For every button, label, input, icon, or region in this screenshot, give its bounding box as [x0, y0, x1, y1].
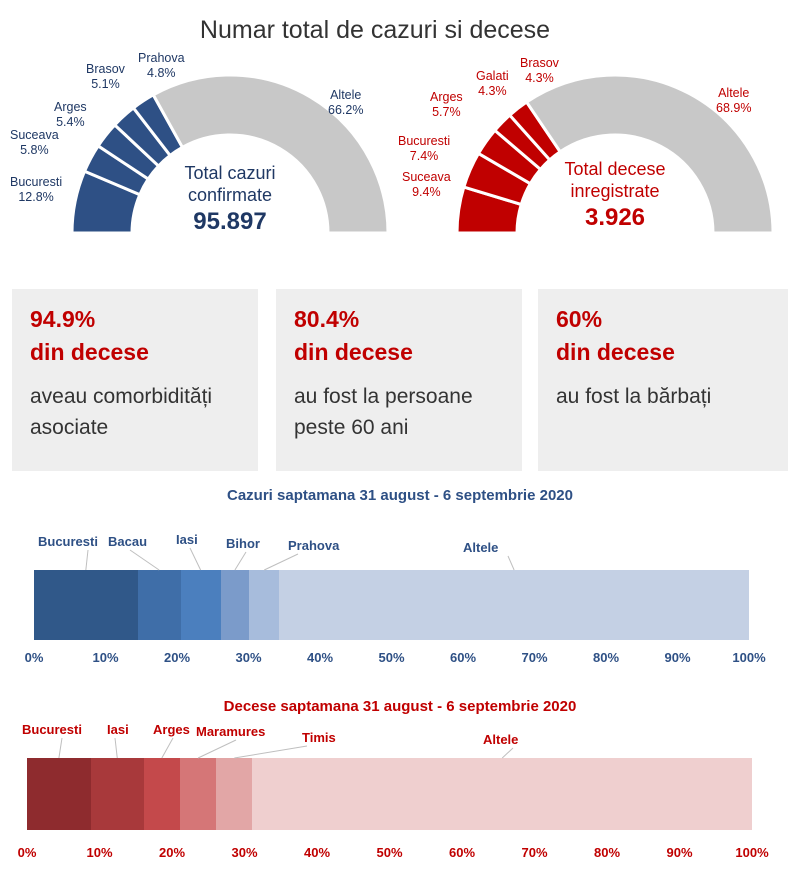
deaths-center: Total decese inregistrate 3.926	[515, 158, 715, 232]
deaths-week-title: Decese saptamana 31 august - 6 septembri…	[223, 698, 577, 715]
deaths-week-bar	[27, 758, 752, 830]
cases-week-tick-label: 0%	[24, 650, 44, 665]
deaths-slice-label-bucuresti: Bucuresti 7.4%	[398, 134, 451, 163]
cases-donut-svg	[70, 73, 390, 235]
deaths-week-label-maramures: Maramures	[196, 724, 266, 739]
cases-center: Total cazuri confirmate 95.897	[130, 162, 330, 236]
deaths-center-label-2: inregistrate	[570, 181, 660, 201]
deaths-slice-label-altele: Altele 68.9%	[716, 86, 752, 115]
deaths-total-value: 3.926	[584, 204, 646, 231]
deaths-center-label-1: Total decese	[564, 159, 666, 179]
cases-slice-label-brasov: Brasov 5.1%	[86, 62, 125, 91]
deaths-slice-label-arges: Arges 5.7%	[430, 90, 463, 119]
cases-slice-altele	[151, 73, 390, 235]
deaths-donut-chart: Total decese inregistrate 3.926	[455, 70, 775, 235]
cases-week-segment-bucuresti	[34, 570, 138, 640]
cases-week-segment-prahova	[249, 570, 280, 640]
deaths-week-tick-label: 90%	[666, 845, 693, 860]
deaths-week-tick-label: 100%	[735, 845, 769, 860]
deaths-slice-label-suceava: Suceava 9.4%	[402, 170, 451, 199]
cases-week-title: Cazuri saptamana 31 august - 6 septembri…	[227, 487, 573, 504]
deaths-week-segment-arges	[143, 758, 180, 830]
stat-card-pct: 60% din decese	[556, 306, 675, 365]
deaths-week-label-timis: Timis	[302, 730, 336, 745]
cases-week-label-bucuresti: Bucuresti	[38, 534, 98, 549]
cases-week-bar	[34, 570, 749, 640]
cases-week-tick-label: 10%	[92, 650, 119, 665]
deaths-slice-label-galati: Galati 4.3%	[476, 69, 509, 98]
deaths-week-tick-label: 50%	[376, 845, 403, 860]
deaths-slice-label-brasov: Brasov 4.3%	[520, 56, 559, 85]
deaths-week-tick-label: 60%	[448, 845, 476, 860]
cases-week-tick-label: 50%	[378, 650, 405, 665]
page-title: Numar total de cazuri si decese	[199, 16, 551, 44]
cases-center-label-1: Total cazuri	[184, 163, 276, 183]
deaths-week-segment-iasi	[90, 758, 144, 830]
cases-slice-label-altele: Altele 66.2%	[328, 88, 364, 117]
cases-week-label-prahova: Prahova	[288, 538, 340, 553]
cases-total-value: 95.897	[193, 208, 267, 235]
cases-week-tick-label: 60%	[449, 650, 477, 665]
cases-week-label-bacau: Bacau	[108, 534, 148, 549]
cases-week-label-bihor: Bihor	[226, 536, 260, 551]
deaths-week-tick-label: 10%	[86, 845, 113, 860]
cases-week-tick-label: 100%	[732, 650, 766, 665]
cases-center-label-2: confirmate	[187, 185, 273, 205]
cases-slice-label-suceava: Suceava 5.8%	[10, 128, 59, 157]
cases-week-tick-label: 40%	[306, 650, 334, 665]
deaths-week-segment-altele	[252, 758, 752, 830]
cases-slice-label-prahova: Prahova 4.8%	[138, 51, 185, 80]
deaths-week-tick-label: 30%	[231, 845, 258, 860]
stat-card-desc: au fost la persoane peste 60 ani	[294, 385, 473, 439]
stat-card-desc: aveau comorbidități asociate	[30, 385, 213, 439]
deaths-donut-svg	[455, 73, 775, 235]
cases-donut-chart: Total cazuri confirmate 95.897	[70, 70, 390, 235]
stat-card-pct: 80.4% din decese	[294, 306, 413, 365]
cases-week-tick-label: 70%	[521, 650, 548, 665]
deaths-week-segment-maramures	[179, 758, 217, 830]
stat-card-comorbidities: 94.9% din decese aveau comorbidități asoci…	[12, 289, 258, 471]
cases-week-segment-iasi	[180, 570, 221, 640]
deaths-week-label-altele: Altele	[483, 732, 519, 747]
deaths-week-segment-bucuresti	[27, 758, 91, 830]
stat-card-over-60: 80.4% din decese au fost la persoane peste…	[276, 289, 522, 471]
cases-week-label-altele: Altele	[463, 540, 499, 555]
stat-card-pct: 94.9% din decese	[30, 306, 149, 365]
cases-week-segment-bihor	[220, 570, 250, 640]
cases-week-tick-label: 90%	[664, 650, 691, 665]
deaths-week-tick-label: 70%	[521, 845, 548, 860]
stat-card-desc: au fost la bărbați	[556, 385, 712, 408]
deaths-week-label-bucuresti: Bucuresti	[22, 722, 82, 737]
cases-week-tick-label: 80%	[592, 650, 620, 665]
deaths-week-label-arges: Arges	[153, 722, 190, 737]
cases-week-segment-altele	[279, 570, 749, 640]
deaths-week-tick-label: 40%	[303, 845, 331, 860]
cases-slice-label-arges: Arges 5.4%	[54, 100, 87, 129]
deaths-week-label-iasi: Iasi	[107, 722, 129, 737]
stat-card-men: 60% din decese au fost la bărbați	[538, 289, 788, 471]
cases-slice-label-bucuresti: Bucuresti 12.8%	[10, 175, 63, 204]
cases-week-tick-label: 20%	[163, 650, 191, 665]
deaths-week-segment-timis	[216, 758, 253, 830]
deaths-week-tick-label: 20%	[158, 845, 186, 860]
deaths-slice-altele	[524, 73, 775, 235]
cases-week-segment-bacau	[137, 570, 181, 640]
deaths-week-tick-label: 0%	[17, 845, 37, 860]
deaths-week-tick-label: 80%	[593, 845, 621, 860]
cases-week-tick-label: 30%	[235, 650, 262, 665]
cases-week-label-iasi: Iasi	[176, 532, 198, 547]
